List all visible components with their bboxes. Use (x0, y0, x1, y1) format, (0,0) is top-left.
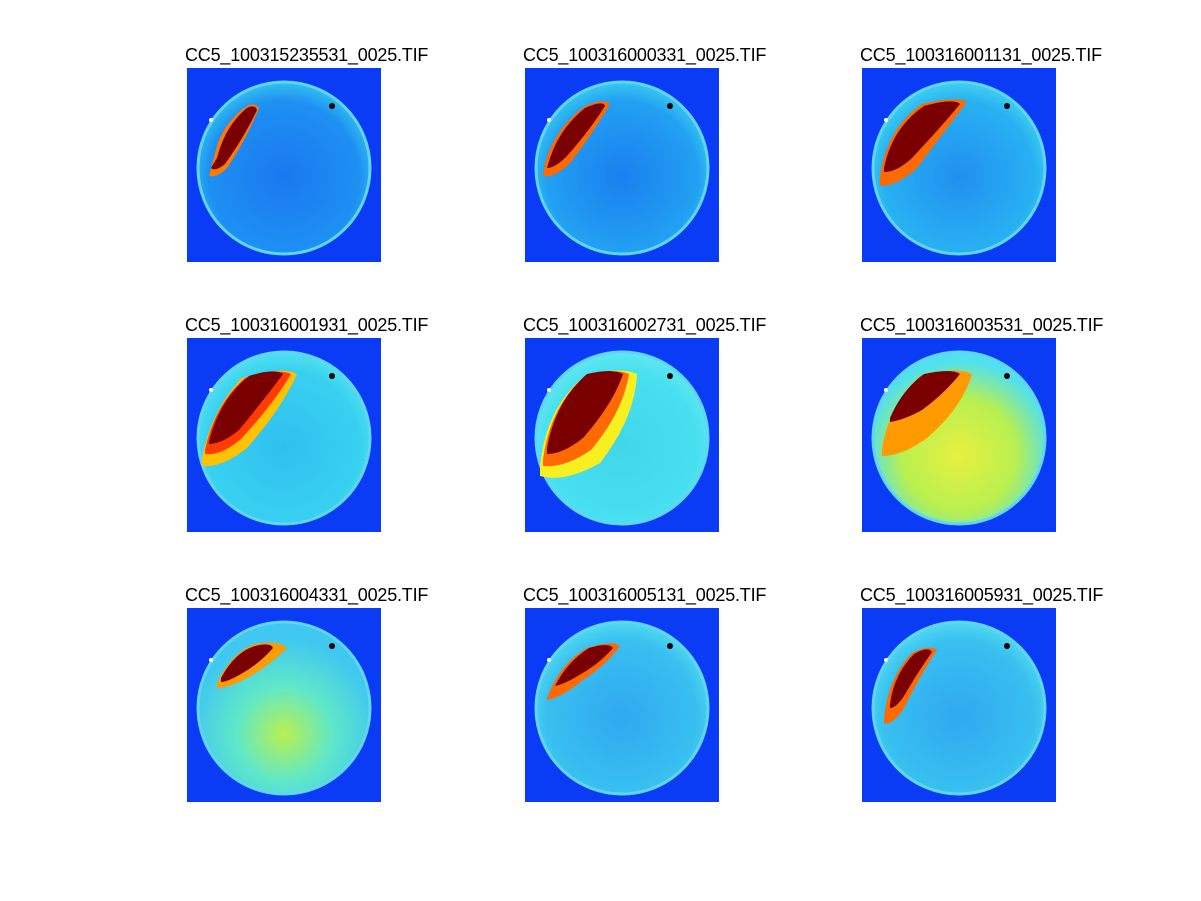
all-sky-image (862, 608, 1056, 802)
all-sky-image (525, 68, 719, 262)
panel-title: CC5_100316000331_0025.TIF (523, 45, 767, 65)
image-panel-6: CC5_100316003531_0025.TIF (860, 315, 1140, 555)
image-panel-8: CC5_100316005131_0025.TIF (523, 585, 803, 825)
panel-title: CC5_100316003531_0025.TIF (860, 315, 1104, 335)
all-sky-image (187, 608, 381, 802)
panel-title: CC5_100316002731_0025.TIF (523, 315, 767, 335)
panel-title: CC5_100315235531_0025.TIF (185, 45, 429, 65)
image-panel-7: CC5_100316004331_0025.TIF (185, 585, 465, 825)
image-panel-5: CC5_100316002731_0025.TIF (523, 315, 803, 555)
image-panel-4: CC5_100316001931_0025.TIF (185, 315, 465, 555)
all-sky-image (187, 338, 381, 532)
panel-title: CC5_100316001131_0025.TIF (860, 45, 1102, 65)
panel-title: CC5_100316001931_0025.TIF (185, 315, 429, 335)
image-panel-2: CC5_100316000331_0025.TIF (523, 45, 803, 285)
all-sky-image (525, 608, 719, 802)
all-sky-image (862, 68, 1056, 262)
panel-title: CC5_100316005931_0025.TIF (860, 585, 1104, 605)
panel-title: CC5_100316004331_0025.TIF (185, 585, 429, 605)
image-panel-1: CC5_100315235531_0025.TIF (185, 45, 465, 285)
all-sky-image (862, 338, 1056, 532)
panel-title: CC5_100316005131_0025.TIF (523, 585, 767, 605)
image-panel-3: CC5_100316001131_0025.TIF (860, 45, 1140, 285)
all-sky-image (187, 68, 381, 262)
all-sky-image (525, 338, 719, 532)
image-panel-9: CC5_100316005931_0025.TIF (860, 585, 1140, 825)
